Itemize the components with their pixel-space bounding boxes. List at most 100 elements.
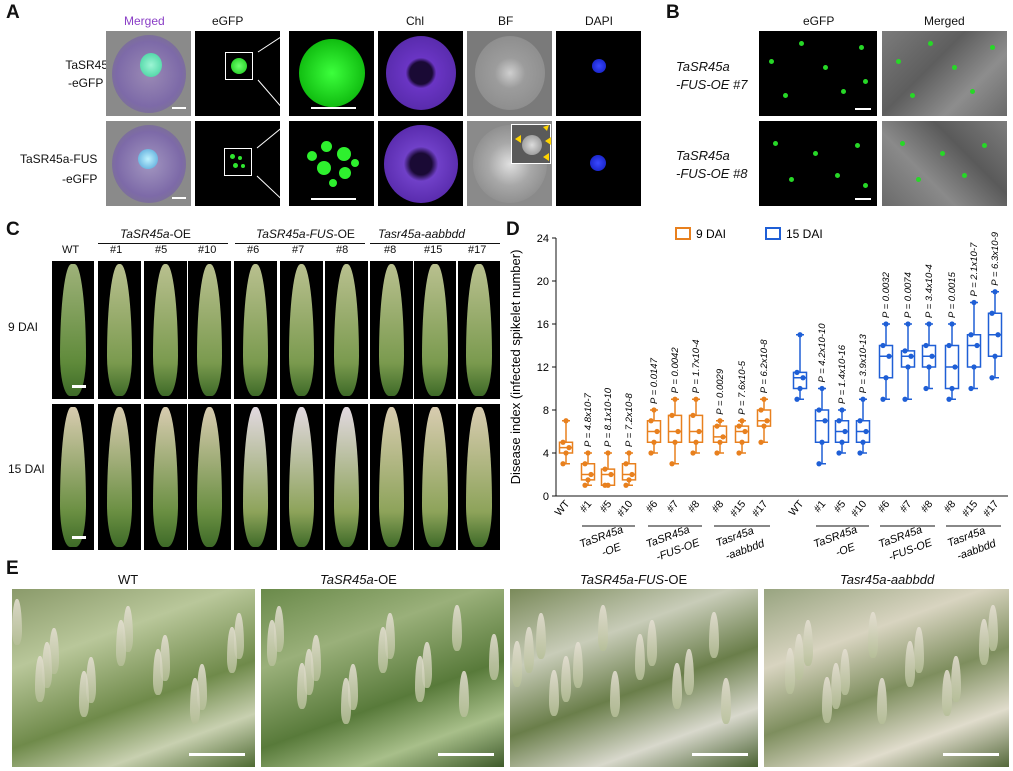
x-category-label: #5: [832, 498, 849, 515]
c-spike-photo: [144, 261, 187, 399]
box-body: [667, 414, 683, 443]
data-point: [566, 445, 572, 451]
x-category-label: WT: [553, 498, 573, 519]
b-row1-label-2: -FUS-OE #7: [676, 77, 748, 92]
data-point: [693, 396, 699, 402]
e-spike: [459, 671, 469, 717]
y-tick-label: 0: [543, 491, 549, 503]
y-tick-label: 16: [537, 319, 549, 331]
data-point: [926, 321, 932, 327]
a-header-merged: Merged: [124, 14, 165, 28]
x-category-label: #15: [960, 498, 981, 519]
data-point: [905, 321, 911, 327]
x-category-label: #6: [876, 498, 893, 515]
data-point: [623, 461, 629, 467]
c-spike-photo: [414, 261, 456, 399]
disease-index-chart: 0 4 8 12 16 20 24 Disease index (infected spike…: [508, 227, 1008, 564]
a-r2-egfp-image: [195, 121, 280, 206]
c-spike: [288, 263, 315, 397]
c-spike-photo: [370, 404, 413, 550]
b-r1-egfp-image: [759, 31, 877, 116]
c-spike-photo: [188, 261, 231, 399]
c-spike: [152, 406, 179, 548]
data-point: [797, 332, 803, 338]
c-wt-label: WT: [62, 244, 80, 256]
b-header-merged: Merged: [924, 14, 965, 28]
data-point: [908, 353, 914, 359]
data-point: [863, 428, 869, 435]
e-spike: [86, 657, 96, 703]
x-category-label: #17: [750, 498, 771, 519]
c-spike: [60, 263, 86, 397]
e-spike: [197, 664, 207, 710]
data-point: [672, 439, 678, 445]
a-r2-dapi-image: [556, 121, 641, 206]
e-spike: [561, 656, 571, 702]
e-spike: [415, 656, 425, 702]
c-spike: [196, 263, 223, 397]
data-point: [857, 450, 863, 456]
data-point: [995, 332, 1001, 338]
e-spike: [341, 678, 351, 724]
c-line-1-10: #10: [198, 244, 217, 256]
c-spike: [466, 406, 492, 548]
e-field-photo: [764, 589, 1009, 767]
data-point: [800, 375, 806, 381]
data-point: [714, 423, 720, 429]
data-point: [626, 477, 632, 483]
legend-label: 15 DAI: [786, 227, 823, 241]
c-spike-photo: [52, 404, 94, 550]
c-line-2-8: #8: [336, 244, 349, 256]
y-tick-label: 8: [543, 405, 549, 417]
a-r1-merged-image: [106, 31, 191, 116]
legend-swatch: [675, 227, 691, 240]
data-point: [669, 461, 675, 467]
p-value-label: P = 7.2x10-8: [624, 393, 635, 447]
e-spike: [153, 649, 163, 695]
e-scale-bar: [189, 753, 245, 756]
c-scale-bar: [72, 536, 86, 539]
c-spike-photo: [325, 261, 368, 399]
e-spike: [905, 641, 915, 687]
c-spike-photo: [98, 261, 141, 399]
data-point: [819, 439, 825, 445]
b-row1-label-1: TaSR45a: [676, 59, 730, 74]
c-line-1-1: #1: [110, 244, 123, 256]
data-point: [560, 461, 566, 467]
x-category-label: #8: [919, 498, 936, 515]
data-point: [822, 418, 828, 424]
p-value-label: P = 8.1x10-10: [603, 387, 614, 447]
a-r1-chl-image: [378, 31, 463, 116]
c-spike: [466, 263, 492, 397]
p-value-label: P = 6.2x10-8: [759, 339, 770, 393]
e-spike: [42, 642, 52, 688]
a-bf-arrowheads: [515, 125, 551, 161]
data-point: [648, 418, 654, 424]
c-line-3-17: #17: [468, 244, 487, 256]
e-spike: [868, 612, 878, 658]
data-point: [971, 299, 977, 306]
c-group2-underline: [235, 243, 365, 244]
p-value-label: P = 0.0032: [881, 271, 892, 318]
data-point: [926, 364, 932, 370]
data-point: [669, 412, 675, 418]
data-point: [886, 353, 892, 359]
c-group1-title: TaSR45a-OE: [120, 227, 191, 241]
data-point: [946, 342, 952, 349]
a-header-bf: BF: [498, 14, 514, 28]
a-r2-zoom-lines: [256, 121, 290, 207]
e-spike: [378, 627, 388, 673]
data-point: [629, 471, 635, 478]
data-point: [989, 310, 995, 316]
box-body: [814, 409, 830, 443]
e-spike: [79, 671, 89, 717]
e-spike: [647, 620, 657, 666]
c-spike: [106, 406, 133, 548]
e-label-wt: WT: [118, 572, 139, 587]
c-spike: [288, 406, 315, 548]
e-spike: [123, 606, 133, 652]
a-row1-label-2: -eGFP: [68, 76, 104, 90]
c-spike: [60, 406, 86, 548]
e-spike: [116, 620, 126, 666]
a-row2-label-2: -eGFP: [62, 172, 98, 186]
